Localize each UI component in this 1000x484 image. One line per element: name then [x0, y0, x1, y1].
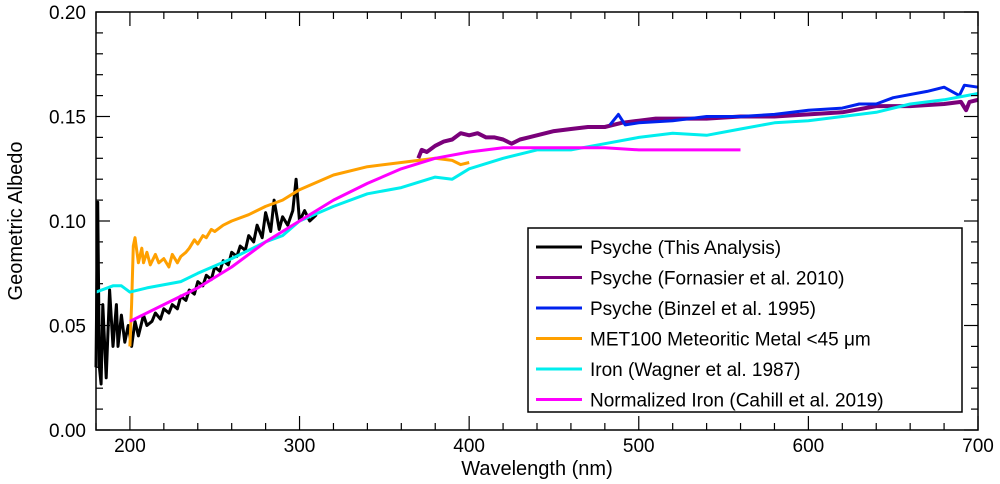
series-line-1 — [94, 177, 318, 386]
legend-label-2: Psyche (Fornasier et al. 2010) — [590, 269, 845, 290]
series-line-5 — [95, 92, 979, 294]
series-line-2 — [416, 97, 979, 160]
legend-label-5: Iron (Wagner et al. 1987) — [590, 360, 801, 381]
legend-label-6: Normalized Iron (Cahill et al. 2019) — [590, 391, 884, 412]
legend-label-3: Psyche (Binzel et al. 1995) — [590, 299, 816, 320]
y-axis-label: Geometric Albedo — [5, 142, 27, 301]
legend-label-1: Psyche (This Analysis) — [590, 238, 781, 259]
y-tick-label: 0.15 — [49, 108, 86, 129]
x-tick-label: 200 — [114, 436, 146, 457]
x-tick-label: 700 — [962, 436, 994, 457]
y-tick-label: 0.20 — [49, 3, 86, 24]
x-tick-label: 500 — [623, 436, 655, 457]
x-axis-label: Wavelength (nm) — [461, 458, 613, 480]
x-tick-label: 300 — [284, 436, 316, 457]
x-tick-label: 400 — [453, 436, 485, 457]
series-line-6 — [129, 146, 741, 323]
legend: Psyche (This Analysis) Psyche (Fornasier … — [527, 227, 963, 413]
x-tick-label: 600 — [793, 436, 825, 457]
legend-box — [527, 227, 963, 413]
legend-label-4: MET100 Meteoritic Metal <45 μm — [590, 330, 871, 351]
series-line-4 — [128, 156, 470, 347]
y-tick-label: 0.05 — [49, 317, 86, 338]
ticks-layer: 200 300 400 500 600 700 0.00 0.05 0.10 0.15 0.20 — [49, 3, 994, 457]
y-tick-label: 0.10 — [49, 212, 86, 233]
y-tick-label: 0.00 — [49, 421, 86, 442]
series-line-3 — [608, 83, 979, 127]
series-layer — [94, 83, 979, 386]
